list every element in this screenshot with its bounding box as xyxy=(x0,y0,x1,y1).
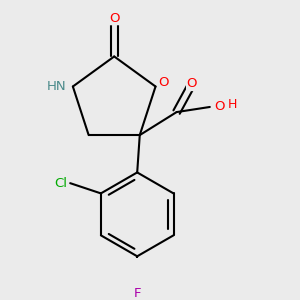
Text: F: F xyxy=(134,287,141,300)
Text: HN: HN xyxy=(47,80,67,93)
Text: O: O xyxy=(187,77,197,91)
Text: O: O xyxy=(109,12,119,25)
Text: Cl: Cl xyxy=(55,177,68,190)
Text: O: O xyxy=(158,76,169,89)
Text: O: O xyxy=(214,100,224,113)
Text: H: H xyxy=(228,98,237,111)
